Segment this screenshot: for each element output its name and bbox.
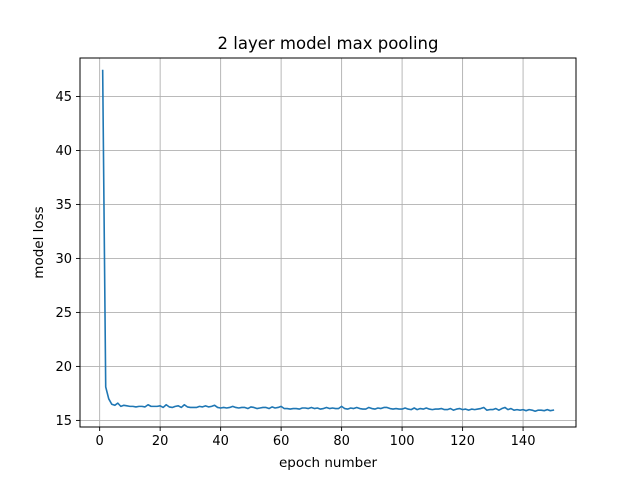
- x-tick-label: 100: [390, 434, 415, 449]
- x-tick-label: 60: [273, 434, 290, 449]
- loss-series-line: [101, 69, 555, 413]
- grid: [80, 58, 576, 427]
- y-tick-label: 20: [55, 360, 72, 375]
- x-tick-label: 40: [212, 434, 229, 449]
- chart-title: 2 layer model max pooling: [218, 34, 439, 53]
- y-tick-label: 40: [55, 144, 72, 159]
- y-tick-label: 30: [55, 252, 72, 267]
- x-tick-label: 20: [152, 434, 169, 449]
- x-tick-label: 140: [511, 434, 536, 449]
- x-tick-label: 0: [96, 434, 104, 449]
- y-tick-label: 25: [55, 306, 72, 321]
- x-axis-label: epoch number: [279, 455, 378, 471]
- y-axis-ticks: 15 20 25 30 35 40 45: [55, 90, 80, 429]
- y-tick-label: 15: [55, 414, 72, 429]
- plot-frame: [79, 57, 577, 428]
- y-axis-label: model loss: [31, 206, 47, 278]
- y-tick-label: 35: [55, 198, 72, 213]
- data-layer: [101, 69, 555, 413]
- y-tick-label: 45: [55, 90, 72, 105]
- x-axis-ticks: 0 20 40 60 80 100 120 140: [96, 427, 536, 449]
- x-tick-label: 80: [333, 434, 350, 449]
- x-tick-label: 120: [450, 434, 475, 449]
